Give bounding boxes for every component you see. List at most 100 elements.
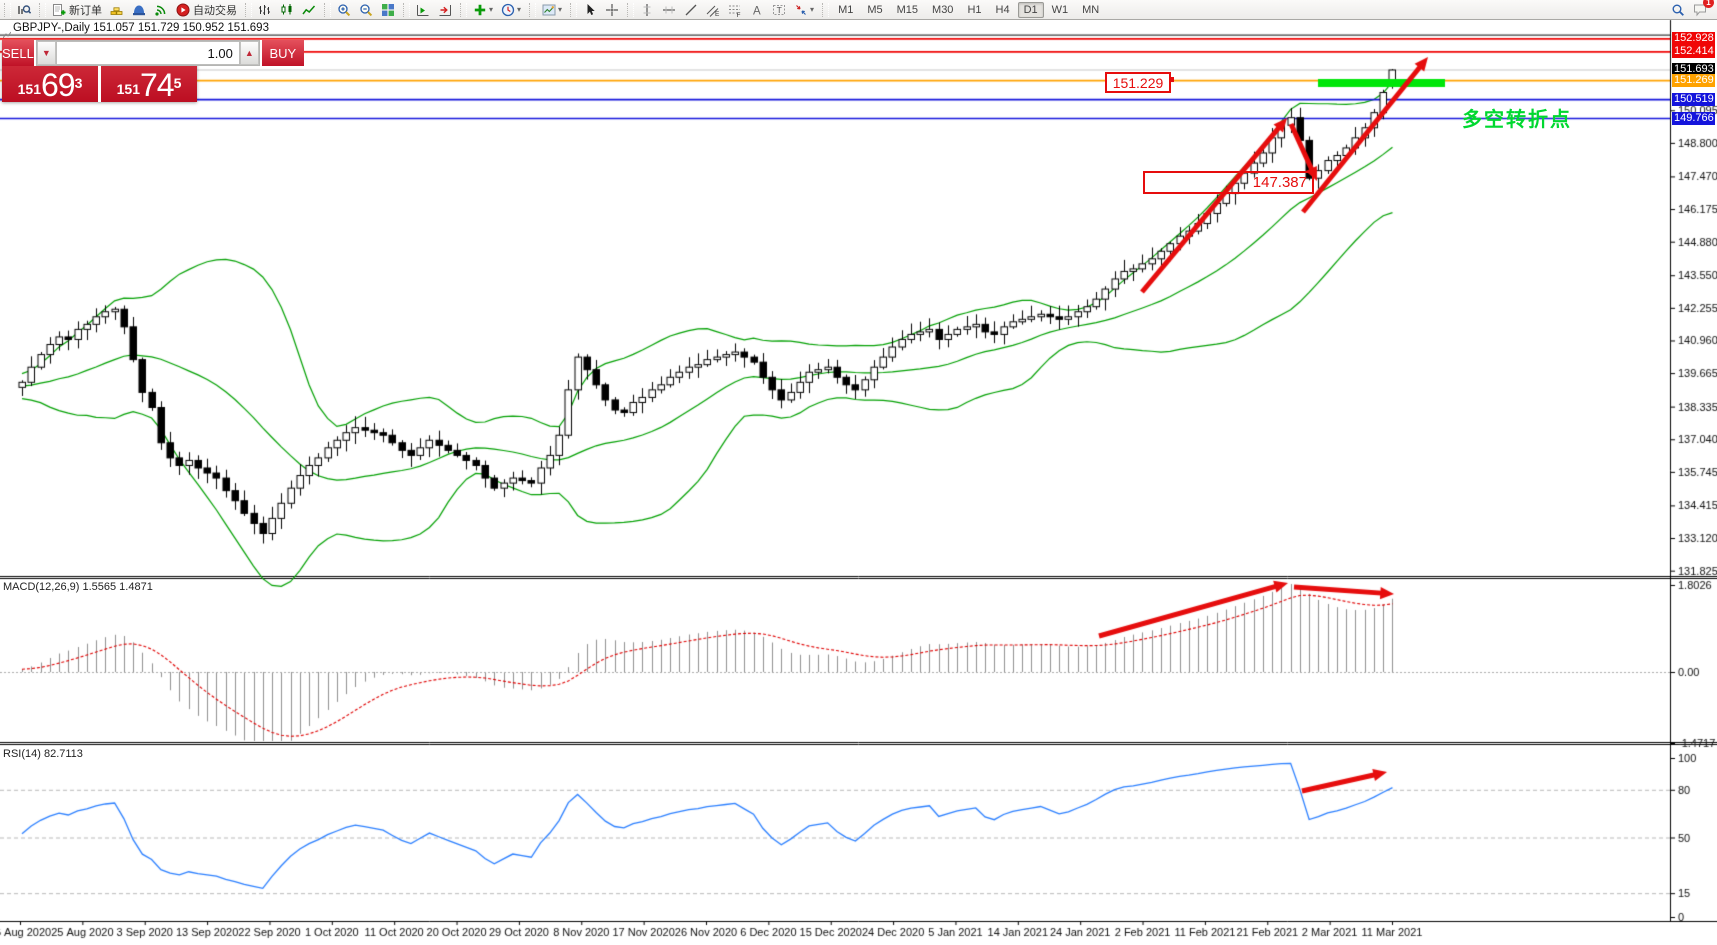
timeframe-m30-button[interactable]: M30 [932,3,954,16]
arrows-button[interactable]: ▾ [791,0,817,19]
volume-decrease-button[interactable]: ▼ [36,41,56,65]
macd-label: MACD(12,26,9) 1.5565 1.4871 [3,581,153,593]
arrows-icon [796,4,806,15]
sell-price-figure: 151 [17,81,41,97]
annotation-handle[interactable] [1169,77,1174,82]
volume-input[interactable] [55,41,240,65]
price-level-chip: 152.414 [1672,44,1715,58]
text-button[interactable]: A [747,0,767,19]
fibo-button[interactable]: F [725,0,745,19]
crosshair-icon [606,3,619,16]
vline-icon [643,3,651,16]
toolbar-grip [4,2,11,17]
toolbar-right-group: 1 [1667,0,1717,19]
bar-chart-icon [259,4,270,15]
zoom-out-button[interactable] [356,0,376,19]
community-button[interactable] [129,0,149,19]
label-icon: T [773,4,786,15]
search-button[interactable] [1668,0,1688,19]
toolbar-grip [39,2,46,17]
sell-price[interactable]: 151 69 3 [2,66,101,102]
auto-scroll-button[interactable] [413,0,433,19]
zoom-out-icon [360,3,373,16]
zoom-in-button[interactable] [334,0,354,19]
toolbar-grip [324,2,331,17]
timeframe-m1-button[interactable]: M1 [838,3,854,16]
market-icon [110,6,123,15]
templates-button[interactable]: ▾ [539,0,565,19]
dropdown-arrow-icon[interactable]: ▾ [558,5,563,14]
timeframe-d1-button[interactable]: D1 [1017,1,1044,18]
label-button[interactable]: T [769,0,789,19]
price-annotation-151229[interactable]: 151.229 [1105,72,1171,93]
hline-button[interactable] [659,0,679,19]
dropdown-arrow-icon[interactable]: ▾ [489,5,494,14]
signals-button[interactable] [151,0,171,19]
periods-button[interactable]: ▾ [498,0,524,19]
buy-price-pips: 74 [139,67,175,103]
dropdown-arrow-icon[interactable]: ▾ [810,5,815,14]
new-order-icon [53,3,66,16]
tile-windows-button[interactable] [378,0,398,19]
timeframe-m15-button[interactable]: M15 [896,3,919,16]
market-watch-button[interactable] [14,0,34,19]
buy-price-point: 5 [173,75,182,91]
fibo-icon: F [729,5,741,17]
buy-button[interactable]: BUY [259,40,304,66]
one-click-trading-panel: SELL ▼ ▲ BUY 151 69 3 151 74 5 [2,40,304,102]
timeframe-mn-button[interactable]: MN [1082,3,1100,16]
tile-windows-icon [382,3,394,16]
chart-shift-button[interactable] [435,0,455,19]
symbol-marker-icon [2,26,12,44]
periods-icon [501,3,515,16]
volume-stepper: ▼ ▲ [35,40,260,66]
indicators-button[interactable]: ▾ [470,0,496,19]
timeframe-h4-button[interactable]: H4 [995,3,1010,16]
autotrade-icon [176,3,190,16]
quote-ohlc: 151.057 151.729 150.952 151.693 [93,22,269,34]
chat-button[interactable]: 1 [1690,0,1714,19]
toolbar-grip [403,2,410,17]
toolbar-button-label: 新订单 [69,4,102,17]
trendline-button[interactable] [681,0,701,19]
community-icon [133,5,145,15]
timeframe-h1-button[interactable]: H1 [967,3,982,16]
buy-price[interactable]: 151 74 5 [101,66,197,102]
price-level-chip: 152.928 [1672,31,1715,45]
bar-chart-button[interactable] [255,0,275,19]
cursor-button[interactable] [580,0,600,19]
market-watch-icon [18,4,31,14]
candlestick-button[interactable] [277,0,297,19]
quote-symbol: GBPJPY-,Daily [13,22,90,34]
svg-text:E: E [715,11,720,17]
sell-price-pips: 69 [40,67,76,103]
indicators-icon [474,4,486,15]
dropdown-arrow-icon[interactable]: ▾ [517,5,522,14]
quote-line: GBPJPY-,Daily 151.057 151.729 150.952 15… [13,22,269,34]
price-annotation-147387[interactable]: 147.387 [1143,171,1314,194]
line-chart-icon [302,5,316,14]
line-chart-button[interactable] [299,0,319,19]
vline-button[interactable] [637,0,657,19]
price-level-chip: 151.269 [1672,73,1715,87]
note-text-annotation[interactable]: 多空转折点 [1462,109,1572,131]
channel-button[interactable]: E [703,0,723,19]
toolbar-grip [627,2,635,17]
notification-badge: 1 [1703,0,1714,8]
text-icon: A [753,5,761,17]
price-level-chip: 149.766 [1672,111,1715,125]
sell-price-point: 3 [74,75,83,91]
price-level-chip: 151.693 [1672,63,1715,76]
sell-button[interactable]: SELL [2,40,36,66]
autotrade-button[interactable]: 自动交易 [173,0,240,19]
new-order-button[interactable]: 新订单 [49,0,105,19]
timeframe-w1-button[interactable]: W1 [1051,3,1069,16]
volume-increase-button[interactable]: ▲ [239,41,259,65]
market-button[interactable] [107,0,127,19]
svg-text:A: A [753,5,761,17]
crosshair-button[interactable] [602,0,622,19]
timeframe-m5-button[interactable]: M5 [867,3,883,16]
svg-text:T: T [777,5,782,15]
